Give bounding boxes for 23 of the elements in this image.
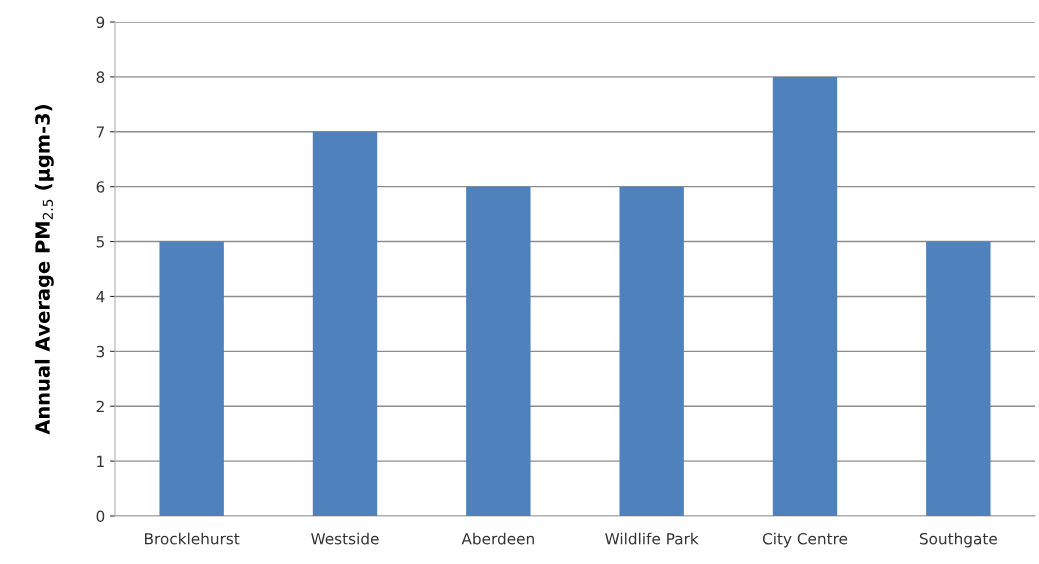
y-tick-label: 8 (96, 71, 105, 83)
y-tick-label: 0 (96, 510, 105, 523)
bar (312, 131, 378, 516)
bar (772, 76, 838, 516)
y-axis-title: Annual Average PM$_{2.5}$ (µgm-3) (34, 105, 54, 435)
y-tick-label: 9 (96, 16, 105, 29)
bar (619, 186, 684, 516)
x-tick-label: Brocklehurst (145, 532, 240, 545)
y-tick-label: 7 (96, 126, 104, 138)
x-tick-label: Aberdeen (461, 532, 534, 545)
x-tick-label: Southgate (919, 532, 997, 548)
y-tick-label: 6 (96, 181, 105, 193)
x-tick-label: Wildlife Park (605, 532, 699, 545)
y-tick-label: 2 (96, 400, 104, 413)
y-tick-label: 4 (96, 291, 105, 303)
x-tick-label: City Centre (762, 532, 848, 548)
y-tick-label: 5 (96, 236, 104, 248)
y-tick-label: 3 (96, 345, 105, 358)
bar (466, 186, 531, 516)
x-tick-label: Westside (311, 532, 379, 545)
y-tick-label: 1 (97, 455, 104, 467)
bar (926, 241, 991, 516)
bar (159, 241, 224, 516)
